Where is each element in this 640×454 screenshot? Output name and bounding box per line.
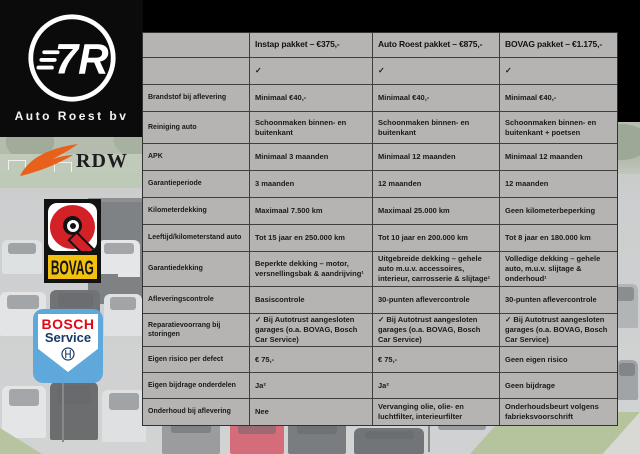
- cell-value: 30-punten aflevercontrole: [373, 287, 499, 313]
- column-header-bovag: BOVAG pakket – €1.175,-: [500, 33, 617, 57]
- cell-value: Schoonmaken binnen- en buitenkant + poet…: [500, 112, 617, 143]
- car-shape: [102, 390, 146, 442]
- cell-value: 12 maanden: [373, 171, 499, 197]
- auto-roest-logo-icon: 7R: [27, 14, 116, 102]
- cell-value: Beperkte dekking – motor, versnellingsba…: [250, 252, 372, 286]
- cell-value: Geen bijdrage: [500, 373, 617, 398]
- rdw-flame-icon: [20, 144, 78, 176]
- cell-value: ✓ Bij Autotrust aangesloten garages (o.a…: [500, 314, 617, 346]
- cell-value: € 75,-: [250, 347, 372, 372]
- cell-value: Minimaal 12 maanden: [500, 144, 617, 170]
- row-label: Brandstof bij aflevering: [143, 85, 249, 111]
- bosch-wordmark: BOSCH: [41, 316, 95, 332]
- cell-value: Ja²: [373, 373, 499, 398]
- car-shape: [98, 240, 140, 274]
- car-shape: [2, 386, 46, 438]
- goal-post: [8, 160, 26, 170]
- cell-value: Volledige dekking – gehele auto, m.u.v. …: [500, 252, 617, 286]
- bovag-wordmark: BOVAG: [51, 255, 94, 279]
- cell-value: Geen kilometerbeperking: [500, 198, 617, 224]
- cell-value: 30-punten aflevercontrole: [500, 287, 617, 313]
- column-header-instap: Instap pakket – €375,-: [250, 33, 372, 57]
- cell-value: Tot 10 jaar en 200.000 km: [373, 225, 499, 251]
- cell-value: Uitgebreide dekking – gehele auto m.u.v.…: [373, 252, 499, 286]
- cell-value: Minimaal €40,-: [500, 85, 617, 111]
- car-shape: [616, 360, 638, 400]
- cell-value: 3 maanden: [250, 171, 372, 197]
- cell-value: Basiscontrole: [250, 287, 372, 313]
- lamp-post: [62, 332, 64, 442]
- row-label: Eigen bijdrage onderdelen: [143, 373, 249, 398]
- included-check: ✓: [373, 58, 499, 84]
- bosch-armature-icon: [61, 347, 75, 361]
- cell-value: Geen eigen risico: [500, 347, 617, 372]
- rdw-wordmark: RDW: [76, 149, 128, 172]
- row-label: Afleveringscontrole: [143, 287, 249, 313]
- bosch-pentagon: BOSCH Service: [38, 314, 98, 372]
- cell-value: Maximaal 7.500 km: [250, 198, 372, 224]
- brand-panel: 7R Auto Roest bv: [0, 0, 143, 137]
- cell-value: Minimaal €40,-: [373, 85, 499, 111]
- row-label: Leeftijd/kilometerstand auto: [143, 225, 249, 251]
- cell-value: Schoonmaken binnen- en buitenkant: [250, 112, 372, 143]
- rdw-logo: RDW: [18, 141, 130, 181]
- car-shape: [104, 294, 142, 336]
- cell-value: Onderhoudsbeurt volgens fabrieksvoorschr…: [500, 399, 617, 425]
- goal-post: [54, 162, 72, 172]
- car-shape: [354, 428, 424, 454]
- row-label: Garantieperiode: [143, 171, 249, 197]
- included-check: ✓: [250, 58, 372, 84]
- cell-value: Tot 8 jaar en 180.000 km: [500, 225, 617, 251]
- included-check: ✓: [500, 58, 617, 84]
- cell-value: Nee: [250, 399, 372, 425]
- cell-value: Schoonmaken binnen- en buitenkant: [373, 112, 499, 143]
- column-header-auto-roest: Auto Roest pakket – €875,-: [373, 33, 499, 57]
- cell-value: ✓ Bij Autotrust aangesloten garages (o.a…: [250, 314, 372, 346]
- brand-name: Auto Roest bv: [14, 109, 129, 123]
- cell-value: Tot 15 jaar en 250.000 km: [250, 225, 372, 251]
- row-label: Garantiedekking: [143, 252, 249, 286]
- cell-value: Maximaal 25.000 km: [373, 198, 499, 224]
- column-header: [143, 33, 249, 57]
- cell-value: Minimaal €40,-: [250, 85, 372, 111]
- bovag-emblem: [48, 203, 97, 251]
- check-row-label: [143, 58, 249, 84]
- bovag-wordmark-band: BOVAG: [48, 255, 97, 279]
- row-label: APK: [143, 144, 249, 170]
- car-shape: [2, 240, 42, 274]
- row-label: Eigen risico per defect: [143, 347, 249, 372]
- cell-value: Minimaal 12 maanden: [373, 144, 499, 170]
- cell-value: ✓ Bij Autotrust aangesloten garages (o.a…: [373, 314, 499, 346]
- bosch-service-logo: BOSCH Service: [33, 309, 103, 383]
- package-comparison-table: Instap pakket – €375,- Auto Roest pakket…: [142, 32, 618, 426]
- cell-value: Ja²: [250, 373, 372, 398]
- bovag-logo: BOVAG: [44, 199, 101, 283]
- row-label: Kilometerdekking: [143, 198, 249, 224]
- bosch-service-wordmark: Service: [44, 330, 92, 345]
- bovag-hub: [63, 216, 82, 235]
- car-shape: [50, 382, 98, 440]
- cell-value: Minimaal 3 maanden: [250, 144, 372, 170]
- cell-value: 12 maanden: [500, 171, 617, 197]
- cell-value: € 75,-: [373, 347, 499, 372]
- row-label: Reiniging auto: [143, 112, 249, 143]
- brand-monogram: 7R: [54, 35, 108, 82]
- row-label: Reparatievoorrang bij storingen: [143, 314, 249, 346]
- cell-value: Vervanging olie, olie- en luchtfilter, i…: [373, 399, 499, 425]
- row-label: Onderhoud bij aflevering: [143, 399, 249, 425]
